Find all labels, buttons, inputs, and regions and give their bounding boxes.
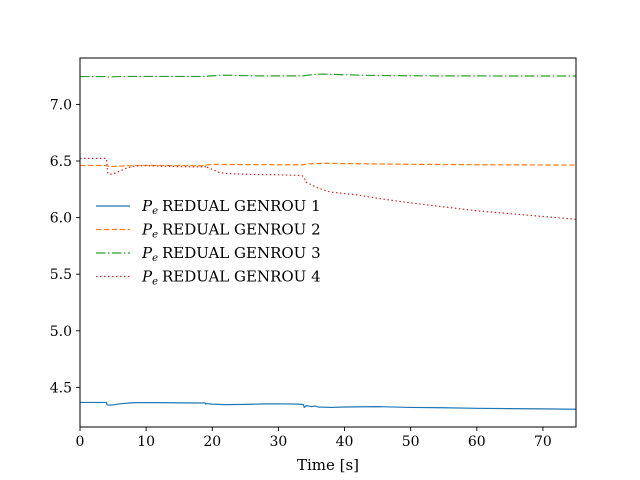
y-tick-label: 6.0 (50, 211, 72, 227)
series-layer (80, 73, 576, 410)
y-tick-label: 5.5 (50, 267, 72, 283)
legend-entry-1: Pe REDUAL GENROU 1 (141, 197, 321, 217)
axes-frame (79, 57, 577, 428)
legend-symbol-subscript: e (152, 206, 158, 217)
legend-series-name: REDUAL GENROU 3 (162, 244, 321, 262)
x-tick-label: 20 (203, 434, 221, 450)
legend-symbol-subscript: e (152, 230, 158, 241)
y-tick-label: 5.0 (50, 324, 72, 340)
x-tick-label: 30 (269, 434, 287, 450)
legend-symbol-subscript: e (152, 277, 158, 288)
legend-symbol-subscript: e (152, 253, 158, 264)
legend-symbol: P (141, 221, 153, 239)
x-tick-label: 0 (76, 434, 85, 450)
plot-area (79, 57, 577, 428)
series-line-1 (80, 401, 576, 410)
y-axis: 4.5 5.0 5.5 6.0 6.5 7.0 (50, 97, 80, 396)
y-tick-label: 4.5 (50, 380, 72, 396)
legend-frame (90, 192, 332, 290)
y-tick-label: 7.0 (50, 97, 72, 113)
y-tick-label: 6.5 (50, 154, 72, 170)
legend: Pe REDUAL GENROU 1 Pe REDUAL GENROU 2 Pe REDU… (90, 192, 332, 290)
legend-symbol: P (141, 268, 153, 286)
legend-entry-4: Pe REDUAL GENROU 4 (141, 268, 321, 288)
x-tick-label: 40 (336, 434, 354, 450)
series-line-3 (80, 73, 576, 78)
legend-symbol: P (141, 244, 153, 262)
x-tick-label: 10 (137, 434, 155, 450)
x-axis: 0 10 20 30 40 50 60 70 (76, 427, 552, 450)
x-axis-label: Time [s] (297, 456, 359, 474)
x-tick-label: 50 (402, 434, 420, 450)
legend-entry-3: Pe REDUAL GENROU 3 (141, 244, 321, 264)
legend-series-name: REDUAL GENROU 2 (162, 221, 321, 239)
legend-symbol: P (141, 197, 153, 215)
x-tick-label: 70 (534, 434, 552, 450)
series-line-2 (80, 162, 576, 168)
x-tick-label: 60 (468, 434, 486, 450)
legend-series-name: REDUAL GENROU 4 (162, 268, 321, 286)
legend-entry-2: Pe REDUAL GENROU 2 (141, 221, 321, 241)
legend-series-name: REDUAL GENROU 1 (162, 197, 321, 215)
